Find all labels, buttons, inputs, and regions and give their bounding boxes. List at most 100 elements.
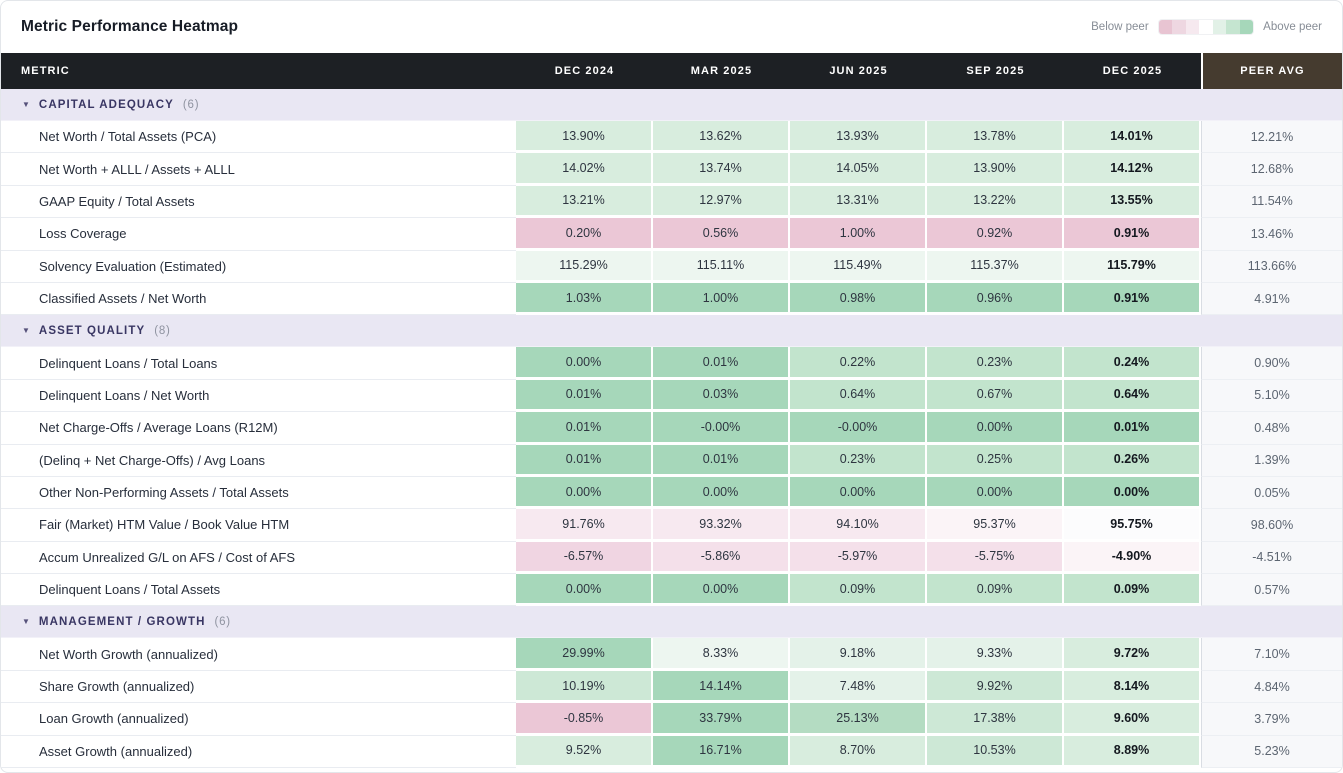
table-row: (Delinq + Net Charge-Offs) / Avg Loans 0.… bbox=[1, 444, 1342, 477]
table-row: Solvency Evaluation (Estimated) 115.29% 11… bbox=[1, 250, 1342, 283]
heatmap-cell: 0.00% bbox=[1064, 476, 1201, 510]
heatmap-cell: 8.70% bbox=[790, 735, 927, 769]
section-header-asset-quality[interactable]: ▼ ASSET QUALITY (8) bbox=[1, 315, 1342, 348]
heatmap-cell: 13.55% bbox=[1064, 185, 1201, 219]
table-row: Delinquent Loans / Total Assets 0.00% 0.00… bbox=[1, 574, 1342, 607]
chevron-down-icon: ▼ bbox=[22, 616, 30, 626]
heatmap-cell: 0.91% bbox=[1064, 218, 1201, 251]
table-row: Loss Coverage 0.20% 0.56% 1.00% 0.92% 0.91% 13… bbox=[1, 218, 1342, 251]
chevron-down-icon: ▼ bbox=[22, 99, 30, 109]
heatmap-cell: 0.23% bbox=[790, 444, 927, 477]
peer-avg-value: 0.05% bbox=[1201, 476, 1342, 510]
heatmap-cell: 33.79% bbox=[653, 703, 790, 736]
peer-avg-value: 5.23% bbox=[1201, 735, 1342, 769]
table-row: Other Non-Performing Assets / Total Asse… bbox=[1, 476, 1342, 510]
table-row: Classified Assets / Net Worth 1.03% 1.00% 0… bbox=[1, 282, 1342, 316]
peer-avg-value: 0.90% bbox=[1201, 347, 1342, 380]
legend-segment bbox=[1199, 20, 1213, 34]
metric-label: Net Worth Growth (annualized) bbox=[1, 638, 516, 671]
heatmap-cell: -0.00% bbox=[790, 412, 927, 445]
heatmap-cell: 0.00% bbox=[927, 412, 1064, 445]
peer-avg-value: 0.57% bbox=[1201, 574, 1342, 607]
table-body: ▼ CAPITAL ADEQUACY (6) Net Worth / Total As… bbox=[1, 89, 1342, 769]
heatmap-cell: 1.03% bbox=[516, 282, 653, 316]
table-row: Fair (Market) HTM Value / Book Value HTM… bbox=[1, 509, 1342, 542]
heatmap-cell: 0.01% bbox=[1064, 412, 1201, 445]
heatmap-cell: 14.02% bbox=[516, 153, 653, 186]
heatmap-cell: -0.00% bbox=[653, 412, 790, 445]
heatmap-cell: 8.14% bbox=[1064, 670, 1201, 704]
chevron-down-icon: ▼ bbox=[22, 325, 30, 335]
heatmap-cell: 0.64% bbox=[1064, 379, 1201, 413]
heatmap-cell: 0.20% bbox=[516, 218, 653, 251]
heatmap-cell: 0.00% bbox=[790, 476, 927, 510]
heatmap-cell: 91.76% bbox=[516, 509, 653, 542]
heatmap-cell: 0.01% bbox=[653, 444, 790, 477]
heatmap-cell: 13.93% bbox=[790, 121, 927, 154]
section-header-capital-adequacy[interactable]: ▼ CAPITAL ADEQUACY (6) bbox=[1, 89, 1342, 121]
peer-avg-value: 113.66% bbox=[1201, 250, 1342, 283]
section-count: (6) bbox=[214, 615, 231, 628]
section-label: ASSET QUALITY bbox=[38, 324, 146, 337]
heatmap-cell: 115.49% bbox=[790, 250, 927, 283]
metric-label: Delinquent Loans / Total Loans bbox=[1, 347, 516, 380]
metric-label: Delinquent Loans / Net Worth bbox=[1, 380, 516, 413]
section-count: (8) bbox=[154, 324, 171, 337]
heatmap-cell: -0.85% bbox=[516, 703, 653, 736]
heatmap-cell: 13.90% bbox=[927, 153, 1064, 186]
peer-avg-value: 12.21% bbox=[1201, 121, 1342, 154]
heatmap-cell: 0.56% bbox=[653, 218, 790, 251]
heatmap-cell: 17.38% bbox=[927, 703, 1064, 736]
heatmap-cell: 0.98% bbox=[790, 282, 927, 316]
metric-label: Delinquent Loans / Total Assets bbox=[1, 574, 516, 607]
heatmap-cell: 93.32% bbox=[653, 509, 790, 542]
table-row: Delinquent Loans / Total Loans 0.00% 0.01%… bbox=[1, 347, 1342, 380]
table-row: Asset Growth (annualized) 9.52% 16.71% 8.70… bbox=[1, 735, 1342, 769]
section-label: CAPITAL ADEQUACY bbox=[38, 98, 174, 111]
table-row: GAAP Equity / Total Assets 13.21% 12.97% 13… bbox=[1, 185, 1342, 219]
heatmap-cell: 1.00% bbox=[790, 218, 927, 251]
heatmap-cell: 10.53% bbox=[927, 735, 1064, 769]
heatmap-cell: 0.00% bbox=[653, 476, 790, 510]
heatmap-cell: 0.03% bbox=[653, 379, 790, 413]
heatmap-cell: 0.22% bbox=[790, 347, 927, 380]
legend-below-label: Below peer bbox=[1091, 21, 1149, 33]
metric-label: Fair (Market) HTM Value / Book Value HTM bbox=[1, 509, 516, 542]
heatmap-cell: 13.62% bbox=[653, 121, 790, 154]
heatmap-cell: 9.92% bbox=[927, 670, 1064, 704]
heatmap-cell: 0.00% bbox=[516, 476, 653, 510]
heatmap-cell: 29.99% bbox=[516, 638, 653, 671]
metric-label: Asset Growth (annualized) bbox=[1, 736, 516, 769]
heatmap-cell: 0.92% bbox=[927, 218, 1064, 251]
peer-avg-value: 1.39% bbox=[1201, 444, 1342, 477]
heatmap-cell: 13.22% bbox=[927, 185, 1064, 219]
metric-label: Net Worth + ALLL / Assets + ALLL bbox=[1, 153, 516, 186]
heatmap-cell: 14.14% bbox=[653, 670, 790, 704]
legend-gradient-bar bbox=[1158, 20, 1254, 34]
legend-segment bbox=[1185, 20, 1200, 34]
heatmap-cell: 115.29% bbox=[516, 250, 653, 283]
heatmap-cell: 0.01% bbox=[516, 412, 653, 445]
heatmap-cell: 8.33% bbox=[653, 638, 790, 671]
peer-avg-value: 5.10% bbox=[1201, 379, 1342, 413]
heatmap-cell: 0.25% bbox=[927, 444, 1064, 477]
metric-label: Loss Coverage bbox=[1, 218, 516, 251]
heatmap-cell: 13.21% bbox=[516, 185, 653, 219]
legend-segment bbox=[1239, 20, 1254, 34]
heatmap-cell: 0.01% bbox=[516, 444, 653, 477]
heatmap-cell: 0.09% bbox=[927, 574, 1064, 607]
column-header-metric: METRIC bbox=[21, 65, 70, 77]
metric-label: Solvency Evaluation (Estimated) bbox=[1, 251, 516, 283]
section-header-management-growth[interactable]: ▼ MANAGEMENT / GROWTH (6) bbox=[1, 606, 1342, 639]
heatmap-cell: 0.01% bbox=[653, 347, 790, 380]
heatmap-cell: 13.90% bbox=[516, 121, 653, 154]
peer-avg-value: -4.51% bbox=[1201, 541, 1342, 575]
heatmap-cell: 9.52% bbox=[516, 735, 653, 769]
table-row: Net Worth + ALLL / Assets + ALLL 14.02% 13… bbox=[1, 153, 1342, 186]
peer-avg-value: 7.10% bbox=[1201, 638, 1342, 671]
metric-label: Classified Assets / Net Worth bbox=[1, 283, 516, 316]
peer-avg-value: 3.79% bbox=[1201, 703, 1342, 736]
metric-label: Accum Unrealized G/L on AFS / Cost of AF… bbox=[1, 542, 516, 575]
heatmap-cell: -5.75% bbox=[927, 541, 1064, 575]
heatmap-cell: 13.74% bbox=[653, 153, 790, 186]
